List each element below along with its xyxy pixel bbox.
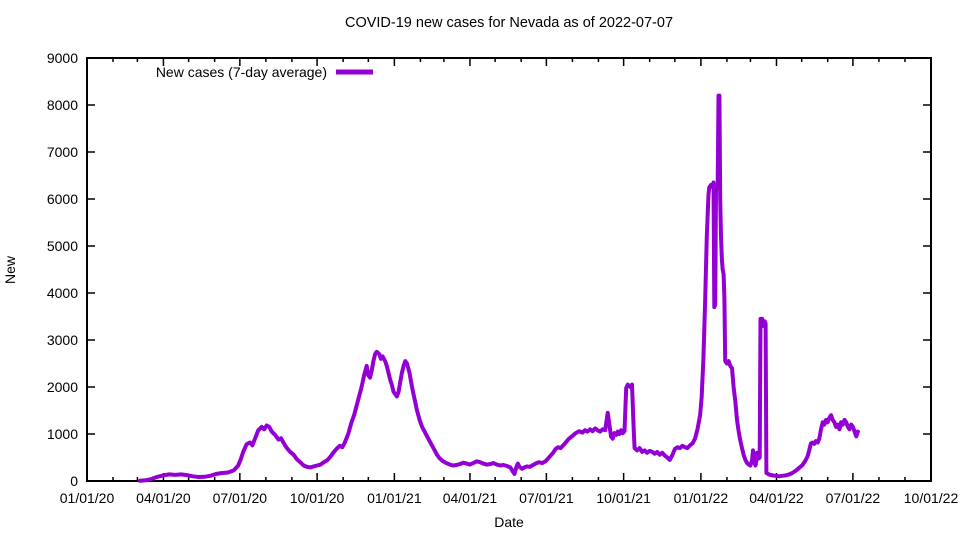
x-tick-label: 01/01/20 [60,490,115,506]
x-tick-label: 10/01/21 [596,490,651,506]
plot-border [86,57,932,482]
x-axis-label: Date [494,514,524,530]
x-tick-label: 07/01/20 [213,490,268,506]
plot-dynamic-layer: 01/01/20 04/01/20 07/01/20 10/01/20 01/01/21… [47,50,959,506]
chart-title: COVID-19 new cases for Nevada as of 2022… [345,15,673,31]
x-tick-label: 01/01/22 [674,490,729,506]
legend: New cases (7-day average) [156,64,373,80]
y-tick-label: 7000 [47,144,78,160]
cases-line-series [137,93,860,483]
y-tick-label: 1000 [47,426,78,442]
y-tick-label: 3000 [47,332,78,348]
x-tick-label: 10/01/20 [290,490,345,506]
y-tick-label: 0 [70,473,78,489]
y-tick-label: 8000 [47,97,78,113]
y-tick-label: 5000 [47,238,78,254]
y-tick-label: 9000 [47,50,78,66]
x-tick-label: 10/01/22 [904,490,959,506]
y-tick-label: 4000 [47,285,78,301]
y-tick-label: 6000 [47,191,78,207]
x-tick-label: 04/01/22 [749,490,804,506]
x-tick-label: 04/01/20 [136,490,191,506]
x-tick-label: 01/01/21 [367,490,422,506]
x-tick-label: 07/01/22 [826,490,881,506]
x-tick-label: 07/01/21 [519,490,574,506]
x-tick-label: 04/01/21 [443,490,498,506]
legend-series-label: New cases (7-day average) [156,64,327,80]
y-tick-label: 2000 [47,379,78,395]
y-axis-label: New [2,255,18,284]
